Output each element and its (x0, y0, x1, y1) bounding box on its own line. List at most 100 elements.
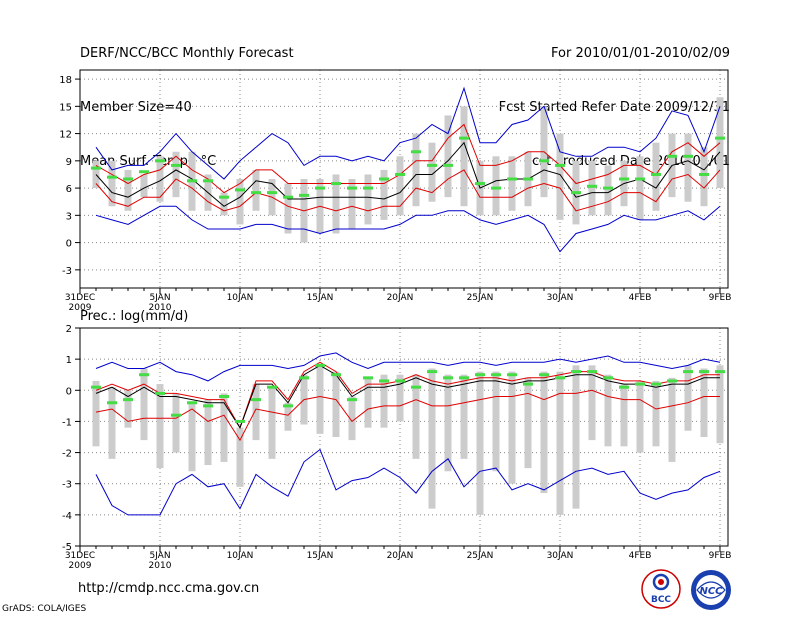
grads-credit: GrADS: COLA/IGES (2, 604, 87, 614)
x-tick-label: 10JAN (227, 293, 254, 303)
x-tick-label: 10JAN (227, 551, 254, 561)
obs-marker (539, 373, 549, 377)
spread-bar (540, 371, 548, 494)
y-tick-label: -2 (62, 449, 72, 460)
obs-marker (427, 370, 437, 374)
x-tick-year-label: 2009 (69, 303, 92, 313)
spread-bar (652, 380, 660, 447)
obs-marker (619, 177, 629, 181)
spread-bar (412, 133, 420, 207)
y-tick-label: 18 (59, 75, 72, 86)
spread-bar (380, 374, 388, 428)
obs-marker (699, 370, 709, 374)
spread-bar (444, 115, 452, 198)
obs-marker (603, 186, 613, 190)
obs-marker (235, 419, 245, 423)
obs-marker (523, 177, 533, 181)
obs-marker (219, 395, 229, 399)
spread-bar (556, 371, 564, 515)
obs-marker (203, 404, 213, 408)
x-tick-label: 30JAN (547, 551, 574, 561)
spread-bar (428, 368, 436, 509)
spread-bar (364, 377, 372, 428)
obs-marker (443, 376, 453, 380)
obs-marker (139, 373, 149, 377)
obs-marker (539, 159, 549, 163)
x-tick-label: 5JAN (149, 293, 170, 303)
min-line (95, 448, 721, 516)
obs-marker (683, 154, 693, 158)
x-tick-label: 25JAN (467, 551, 494, 561)
y-tick-label: -3 (62, 266, 72, 277)
obs-marker (315, 363, 325, 367)
y-tick-label: -1 (62, 417, 72, 428)
ncc-logo: NCC (691, 570, 731, 610)
spread-bar (124, 390, 132, 428)
obs-marker (347, 398, 357, 402)
spread-bar (700, 368, 708, 437)
plot-frame (79, 69, 729, 289)
obs-marker (603, 376, 613, 380)
y-tick-label: -3 (62, 480, 72, 491)
source-url[interactable]: http://cmdp.ncc.cma.gov.cn (78, 581, 260, 596)
obs-marker (123, 177, 133, 181)
spread-bar (684, 365, 692, 431)
x-tick-year-label: 2010 (149, 561, 172, 571)
spread-bar (524, 377, 532, 469)
spread-bar (700, 147, 708, 207)
obs-marker (715, 370, 725, 374)
obs-marker (475, 373, 485, 377)
x-tick-label: 15JAN (307, 293, 334, 303)
obs-marker (267, 191, 277, 195)
spread-bar (236, 427, 244, 487)
x-tick-label: 31DEC (65, 293, 95, 303)
spread-bar (124, 169, 132, 211)
obs-marker (315, 186, 325, 190)
spread-bar (716, 97, 724, 189)
obs-marker (171, 163, 181, 167)
obs-marker (283, 195, 293, 199)
obs-marker (395, 172, 405, 176)
obs-marker (91, 166, 101, 170)
obs-marker (571, 191, 581, 195)
spread-bar (92, 160, 100, 189)
spread-bar (396, 374, 404, 422)
obs-marker (587, 184, 597, 188)
obs-marker (459, 376, 469, 380)
spread-bar (252, 169, 260, 211)
spread-bar (492, 371, 500, 472)
x-tick-label: 30JAN (547, 293, 574, 303)
y-tick-label: 3 (66, 211, 72, 222)
obs-marker (395, 379, 405, 383)
spread-bar (172, 393, 180, 453)
obs-marker (251, 191, 261, 195)
x-tick-label: 20JAN (387, 551, 414, 561)
spread-bar (220, 393, 228, 462)
spread-bar (636, 380, 644, 453)
bcc-logo-text: BCC (651, 595, 671, 605)
obs-marker (299, 193, 309, 197)
obs-marker (251, 398, 261, 402)
spread-bar (284, 402, 292, 431)
spread-bar (204, 399, 212, 466)
obs-marker (155, 391, 165, 395)
y-tick-label: 2 (66, 324, 72, 335)
obs-marker (651, 172, 661, 176)
obs-marker (91, 385, 101, 389)
x-tick-label: 9FEB (709, 551, 732, 561)
obs-marker (667, 154, 677, 158)
x-tick-label: 4FEB (629, 551, 652, 561)
obs-marker (555, 163, 565, 167)
spread-bar (604, 165, 612, 216)
obs-marker (683, 370, 693, 374)
obs-marker (283, 404, 293, 408)
x-tick-label: 9FEB (709, 293, 732, 303)
obs-marker (507, 373, 517, 377)
obs-marker (139, 170, 149, 174)
spread-lower-line (95, 389, 720, 442)
spread-bar (476, 371, 484, 515)
spread-bar (364, 174, 372, 225)
y-tick-label: 0 (66, 239, 72, 250)
spread-bar (444, 374, 452, 472)
